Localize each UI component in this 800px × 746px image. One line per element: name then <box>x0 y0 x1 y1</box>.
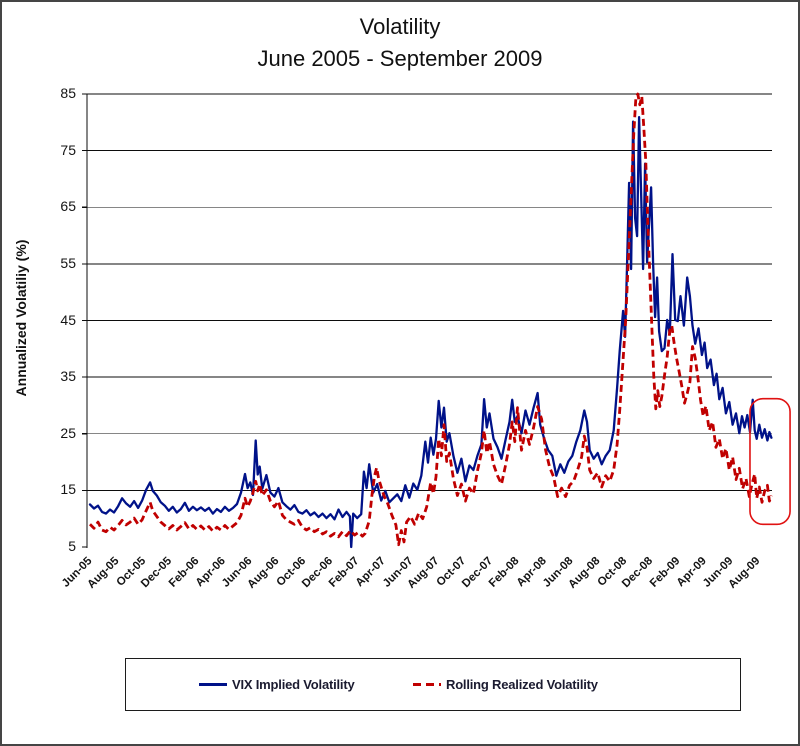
highlight-annotation-box <box>749 397 791 526</box>
y-tick-label: 35 <box>60 368 76 385</box>
chart-subtitle: June 2005 - September 2009 <box>257 46 543 71</box>
vix-solid-line-sample <box>199 682 227 687</box>
legend-item-realized: Rolling Realized Volatility <box>413 659 598 710</box>
realized-dashed-line-sample <box>413 682 441 687</box>
legend-label-vix: VIX Implied Volatility <box>232 677 355 692</box>
vix-implied-volatility-line <box>88 116 773 549</box>
y-tick-label: 75 <box>60 141 76 158</box>
legend-item-vix: VIX Implied Volatility <box>199 659 355 710</box>
y-tick-label: 45 <box>60 311 76 328</box>
y-tick-label: 85 <box>60 85 76 101</box>
y-tick-label: 55 <box>60 254 76 271</box>
rolling-realized-volatility-line <box>89 92 773 547</box>
y-axis-title: Annualized Volatiliy (%) <box>13 239 29 397</box>
legend-label-realized: Rolling Realized Volatility <box>446 677 598 692</box>
legend: VIX Implied Volatility Rolling Realized … <box>125 658 741 711</box>
y-tick-label: 65 <box>60 198 76 215</box>
y-tick-label: 15 <box>60 481 76 498</box>
y-tick-label: 25 <box>60 424 76 441</box>
chart-title: Volatility <box>359 14 441 39</box>
y-tick-label: 5 <box>68 538 76 554</box>
